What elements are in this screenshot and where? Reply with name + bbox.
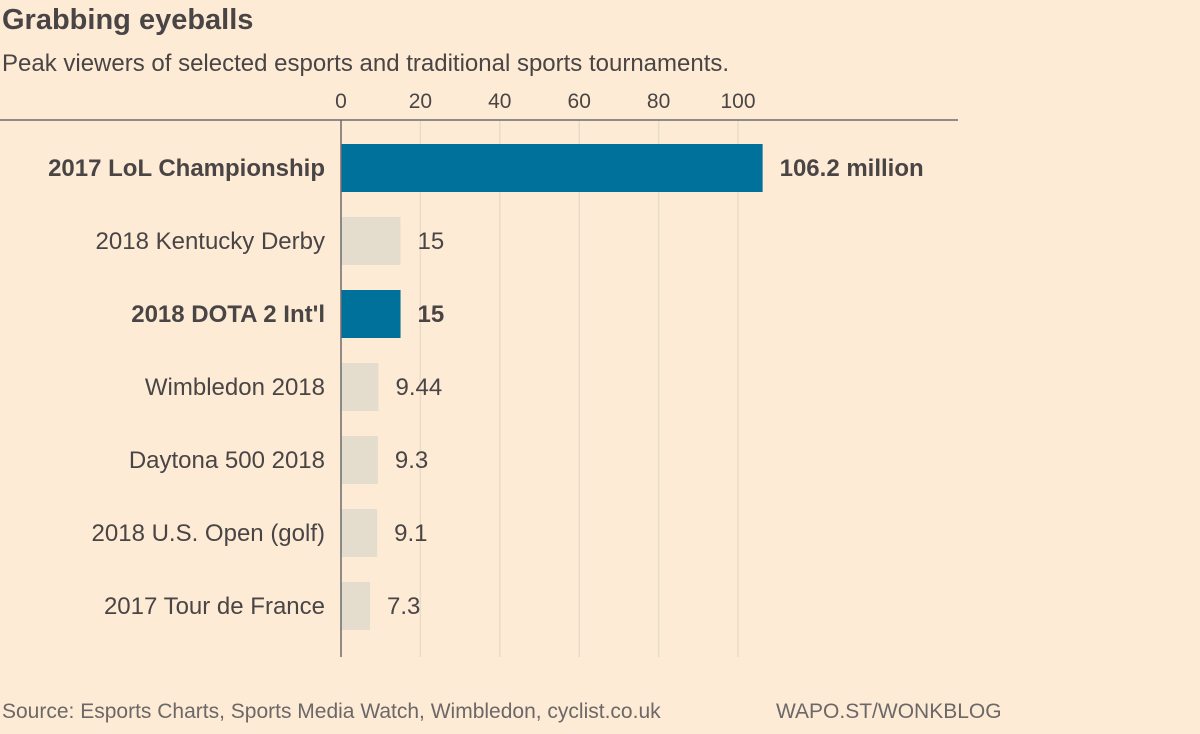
bar: [341, 582, 370, 630]
x-tick-label: 80: [647, 90, 670, 113]
category-label: 2017 LoL Championship: [48, 155, 325, 182]
chart-title: Grabbing eyeballs: [2, 4, 254, 36]
source-note: Source: Esports Charts, Sports Media Wat…: [2, 700, 661, 723]
data-label: 9.3: [395, 447, 428, 474]
category-label: 2017 Tour de France: [104, 593, 325, 620]
data-label: 106.2 million: [780, 155, 924, 182]
bar: [341, 144, 763, 192]
data-label: 7.3: [387, 593, 420, 620]
bar: [341, 363, 379, 411]
data-label: 9.1: [394, 520, 427, 547]
credit-link[interactable]: WAPO.ST/WONKBLOG: [776, 700, 1002, 723]
bar: [341, 217, 401, 265]
x-tick-label: 40: [488, 90, 511, 113]
data-label: 15: [418, 228, 445, 255]
x-tick-label: 20: [409, 90, 432, 113]
category-label: 2018 DOTA 2 Int'l: [131, 301, 325, 328]
x-tick-label: 60: [568, 90, 591, 113]
category-label: 2018 Kentucky Derby: [96, 228, 325, 255]
bar: [341, 290, 401, 338]
category-label: Wimbledon 2018: [145, 374, 325, 401]
chart-subtitle: Peak viewers of selected esports and tra…: [2, 50, 730, 77]
data-label: 9.44: [395, 374, 442, 401]
category-label: Daytona 500 2018: [129, 447, 325, 474]
bar: [341, 436, 378, 484]
x-tick-label: 0: [335, 90, 347, 113]
category-label: 2018 U.S. Open (golf): [92, 520, 325, 547]
x-tick-label: 100: [720, 90, 755, 113]
data-label: 15: [418, 301, 445, 328]
bar: [341, 509, 378, 557]
